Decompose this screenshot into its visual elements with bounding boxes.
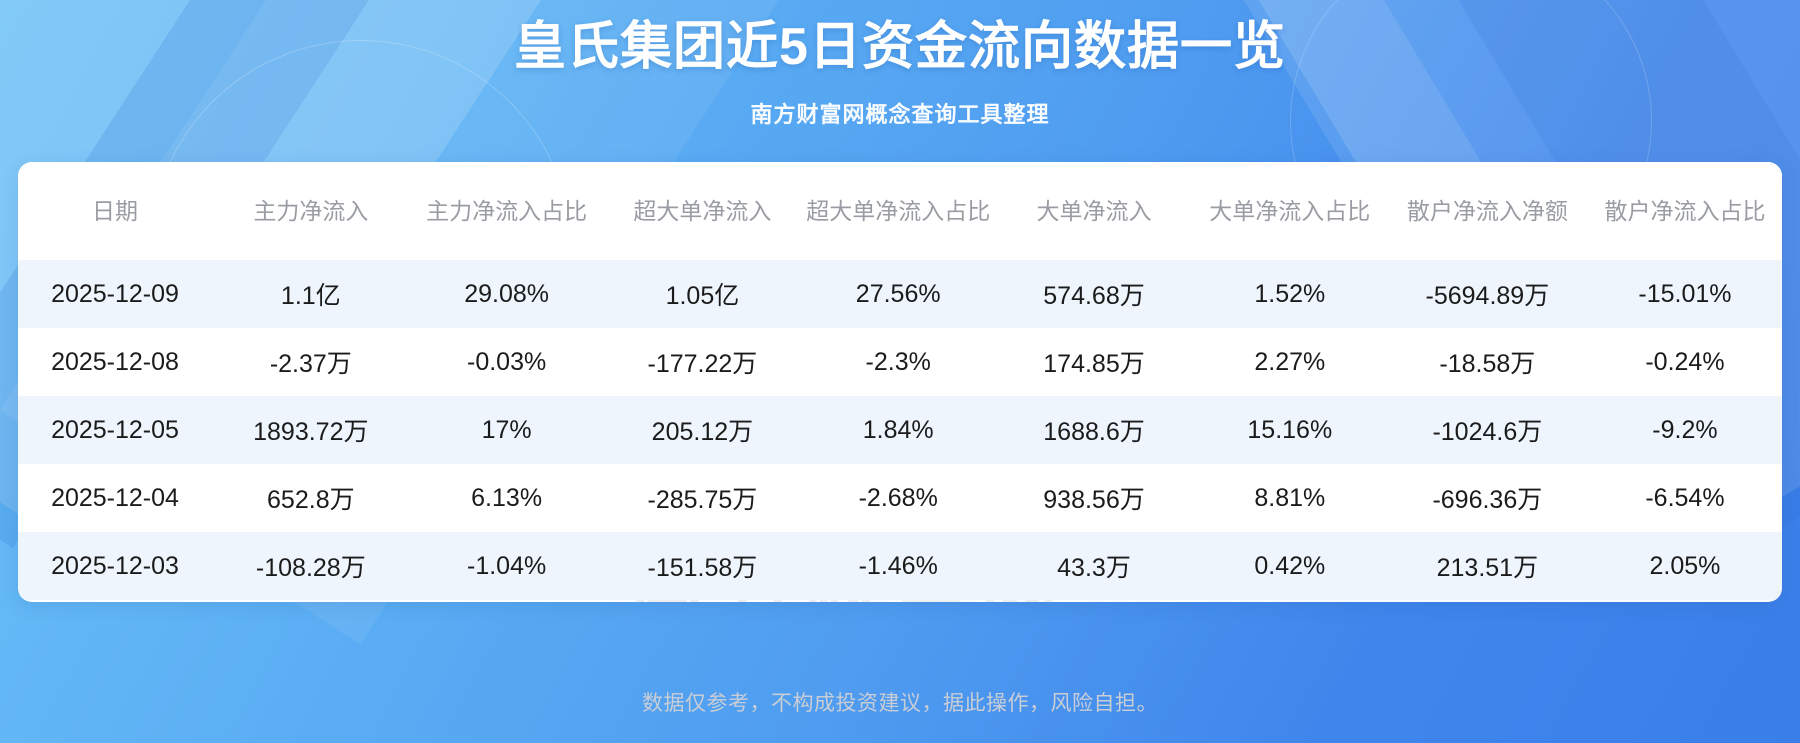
cell-date: 2025-12-05 — [18, 396, 213, 464]
table-body: 2025-12-09 1.1亿 29.08% 1.05亿 27.56% 574.68万 1.… — [18, 260, 1782, 600]
table-cell: -151.58万 — [603, 532, 802, 600]
table-cell: 2.05% — [1587, 532, 1782, 600]
fund-flow-table: 日期 主力净流入 主力净流入占比 超大单净流入 超大单净流入占比 大单净流入 大单净流入占比… — [18, 162, 1782, 600]
table-cell: -1.04% — [409, 532, 604, 600]
data-table-card: 南方财富网 southmoney.com 日期主力净流入主力净流入占比超大单净流… — [18, 162, 1782, 602]
table-cell: 17% — [409, 396, 604, 464]
table-cell: 1.1亿 — [212, 260, 410, 328]
table-cell: -1.46% — [801, 532, 996, 600]
table-cell: 15.16% — [1192, 396, 1387, 464]
table-cell: 1.52% — [1192, 260, 1387, 328]
table-cell: -696.36万 — [1386, 464, 1588, 532]
table-cell: 29.08% — [409, 260, 604, 328]
table-cell: 652.8万 — [212, 464, 410, 532]
table-cell: 938.56万 — [995, 464, 1193, 532]
table-cell: 213.51万 — [1386, 532, 1588, 600]
table-cell: -18.58万 — [1386, 328, 1588, 396]
column-header: 散户净流入占比 — [1587, 162, 1782, 260]
page-title: 皇氏集团近5日资金流向数据一览 — [514, 18, 1286, 76]
table-row: 2025-12-09 1.1亿 29.08% 1.05亿 27.56% 574.68万 1.… — [18, 260, 1782, 328]
table-cell: -2.37万 — [212, 328, 410, 396]
table-cell: 174.85万 — [995, 328, 1193, 396]
table-row: 2025-12-08 -2.37万 -0.03% -177.22万 -2.3% 174.8… — [18, 328, 1782, 396]
cell-date: 2025-12-03 — [18, 532, 213, 600]
table-cell: -6.54% — [1587, 464, 1782, 532]
table-cell: 6.13% — [409, 464, 604, 532]
column-header: 散户净流入净额 — [1386, 162, 1588, 260]
table-cell: -285.75万 — [603, 464, 802, 532]
table-cell: 2.27% — [1192, 328, 1387, 396]
table-cell: -9.2% — [1587, 396, 1782, 464]
column-header: 超大单净流入占比 — [801, 162, 996, 260]
cell-date: 2025-12-08 — [18, 328, 213, 396]
column-header: 主力净流入占比 — [409, 162, 604, 260]
disclaimer: 数据仅参考，不构成投资建议，据此操作，风险自担。 — [642, 692, 1158, 715]
table-header: 日期 主力净流入 主力净流入占比 超大单净流入 超大单净流入占比 大单净流入 大单净流入占比… — [18, 162, 1782, 260]
table-cell: -2.68% — [801, 464, 996, 532]
table-cell: 1893.72万 — [212, 396, 410, 464]
cell-date: 2025-12-09 — [18, 260, 213, 328]
table-cell: 43.3万 — [995, 532, 1193, 600]
table-cell: 1.84% — [801, 396, 996, 464]
table-cell: -0.03% — [409, 328, 604, 396]
table-row: 2025-12-03 -108.28万 -1.04% -151.58万 -1.46% 43… — [18, 532, 1782, 600]
table-header-row: 日期 主力净流入 主力净流入占比 超大单净流入 超大单净流入占比 大单净流入 大单净流入占比… — [18, 162, 1782, 260]
page-subtitle: 南方财富网概念查询工具整理 — [750, 101, 1050, 127]
column-header: 大单净流入占比 — [1192, 162, 1387, 260]
table-row: 2025-12-05 1893.72万 17% 205.12万 1.84% 1688.6万… — [18, 396, 1782, 464]
table-cell: -1024.6万 — [1386, 396, 1588, 464]
table-cell: -0.24% — [1587, 328, 1782, 396]
cell-date: 2025-12-04 — [18, 464, 213, 532]
table-cell: 1688.6万 — [995, 396, 1193, 464]
table-cell: -15.01% — [1587, 260, 1782, 328]
table-cell: -108.28万 — [212, 532, 410, 600]
table-cell: 205.12万 — [603, 396, 802, 464]
table-cell: -2.3% — [801, 328, 996, 396]
column-header: 主力净流入 — [212, 162, 410, 260]
column-header: 日期 — [18, 162, 213, 260]
column-header: 大单净流入 — [995, 162, 1193, 260]
table-cell: 574.68万 — [995, 260, 1193, 328]
table-cell: 0.42% — [1192, 532, 1387, 600]
column-header: 超大单净流入 — [603, 162, 802, 260]
table-cell: 1.05亿 — [603, 260, 802, 328]
table-cell: 27.56% — [801, 260, 996, 328]
table-row: 2025-12-04 652.8万 6.13% -285.75万 -2.68% 938.5… — [18, 464, 1782, 532]
page-header: 皇氏集团近5日资金流向数据一览 南方财富网概念查询工具整理 — [0, 0, 1800, 129]
table-cell: 8.81% — [1192, 464, 1387, 532]
table-cell: -5694.89万 — [1386, 260, 1588, 328]
table-cell: -177.22万 — [603, 328, 802, 396]
